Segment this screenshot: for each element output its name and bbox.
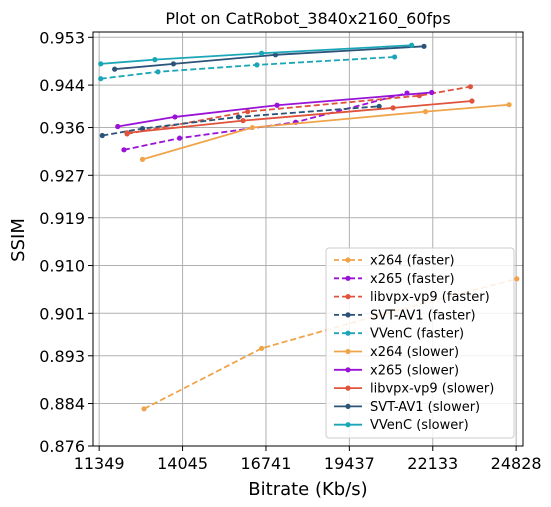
legend-entry: libvpx-vp9 (faster) [370, 290, 490, 305]
legend-entry: x265 (faster) [370, 272, 455, 287]
data-point [240, 118, 245, 123]
legend-marker [345, 312, 350, 317]
data-point [506, 102, 511, 107]
legend-marker [345, 386, 350, 391]
legend-marker [345, 422, 350, 427]
data-point [259, 51, 264, 56]
data-point [115, 124, 120, 129]
data-point [121, 147, 126, 152]
x-tick-label: 11349 [74, 454, 125, 473]
legend-marker [345, 331, 350, 336]
data-point [172, 114, 177, 119]
legend-marker [345, 349, 350, 354]
y-tick-label: 0.884 [39, 395, 85, 414]
legend-marker [345, 404, 350, 409]
x-axis-label: Bitrate (Kb/s) [248, 479, 367, 500]
data-point [421, 44, 426, 49]
data-point [112, 67, 117, 72]
x-tick-label: 14045 [157, 454, 208, 473]
legend-entry: libvpx-vp9 (slower) [370, 382, 494, 397]
data-point [171, 61, 176, 66]
x-tick-label: 22133 [407, 454, 458, 473]
data-point [245, 109, 250, 114]
legend-entry: VVenC (faster) [370, 327, 464, 342]
data-point [140, 157, 145, 162]
chart-title: Plot on CatRobot_3840x2160_60fps [165, 9, 450, 29]
data-point [423, 109, 428, 114]
y-tick-label: 0.919 [39, 209, 85, 228]
data-point [100, 133, 105, 138]
data-point [254, 62, 259, 67]
data-point [274, 103, 279, 108]
data-point [468, 84, 473, 89]
data-point [98, 61, 103, 66]
y-tick-label: 0.910 [39, 257, 85, 276]
data-point [392, 54, 397, 59]
x-tick-label: 24828 [491, 454, 542, 473]
y-tick-label: 0.927 [39, 166, 85, 185]
legend-entry: SVT-AV1 (slower) [370, 400, 480, 415]
data-point [469, 98, 474, 103]
data-point [259, 346, 264, 351]
y-tick-label: 0.876 [39, 437, 85, 456]
legend-entry: x264 (faster) [370, 254, 455, 269]
legend-marker [345, 276, 350, 281]
legend-marker [345, 367, 350, 372]
y-tick-label: 0.893 [39, 347, 85, 366]
legend-entry: x264 (slower) [370, 345, 459, 360]
y-tick-label: 0.936 [39, 119, 85, 138]
data-point [152, 57, 157, 62]
legend-entry: x265 (slower) [370, 363, 459, 378]
legend-entry: SVT-AV1 (faster) [370, 308, 476, 323]
x-tick-label: 16741 [241, 454, 292, 473]
data-point [390, 105, 395, 110]
data-point [429, 90, 434, 95]
data-point [236, 114, 241, 119]
data-point [98, 76, 103, 81]
y-axis-label: SSIM [8, 218, 29, 262]
data-point [409, 43, 414, 48]
data-point [514, 276, 519, 281]
y-tick-label: 0.901 [39, 304, 85, 323]
data-point [124, 130, 129, 135]
legend-marker [345, 257, 350, 262]
data-point [177, 136, 182, 141]
y-tick-label: 0.953 [39, 28, 85, 47]
x-tick-label: 19437 [324, 454, 375, 473]
data-point [155, 69, 160, 74]
data-point [250, 125, 255, 130]
legend-marker [345, 294, 350, 299]
y-tick-label: 0.944 [39, 76, 85, 95]
legend: x264 (faster) x265 (faster) libvpx-vp9 (fa… [326, 248, 514, 438]
data-point [141, 406, 146, 411]
legend-entry: VVenC (slower) [370, 418, 469, 433]
